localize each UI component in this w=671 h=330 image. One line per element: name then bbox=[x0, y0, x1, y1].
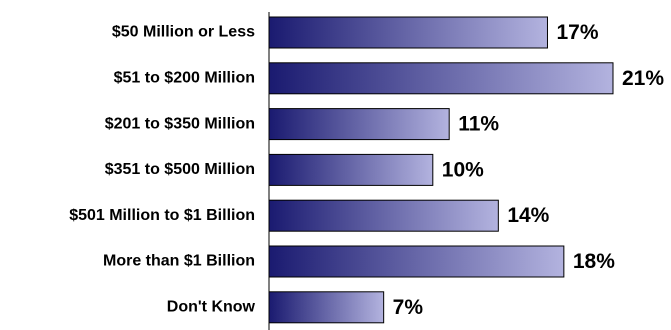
bar-4 bbox=[268, 199, 499, 232]
bar-3 bbox=[268, 153, 434, 186]
value-label-1: 21% bbox=[622, 67, 664, 90]
value-label-4: 14% bbox=[507, 204, 549, 227]
value-label-2: 11% bbox=[458, 113, 499, 136]
bar-6 bbox=[268, 291, 385, 324]
bar-1 bbox=[268, 62, 614, 95]
category-label-3: $351 to $500 Million bbox=[105, 161, 255, 178]
bar-2 bbox=[268, 108, 450, 141]
value-label-6: 7% bbox=[393, 296, 424, 319]
category-label-4: $501 Million to $1 Billion bbox=[69, 207, 255, 224]
category-label-5: More than $1 Billion bbox=[103, 253, 255, 270]
value-label-3: 10% bbox=[442, 158, 484, 181]
value-label-5: 18% bbox=[573, 250, 615, 273]
bar-5 bbox=[268, 245, 565, 278]
category-label-2: $201 to $350 Million bbox=[105, 115, 255, 132]
category-label-1: $51 to $200 Million bbox=[114, 70, 255, 87]
value-labels-group: 17% 21% 11% 10% 14% 18% 7% bbox=[393, 21, 665, 319]
value-label-0: 17% bbox=[556, 21, 598, 44]
bar-0 bbox=[268, 16, 548, 49]
category-labels-group: $50 Million or Less $51 to $200 Million $2… bbox=[69, 24, 255, 316]
category-label-6: Don't Know bbox=[167, 299, 256, 316]
category-label-0: $50 Million or Less bbox=[112, 24, 255, 41]
bars-group bbox=[268, 16, 614, 324]
